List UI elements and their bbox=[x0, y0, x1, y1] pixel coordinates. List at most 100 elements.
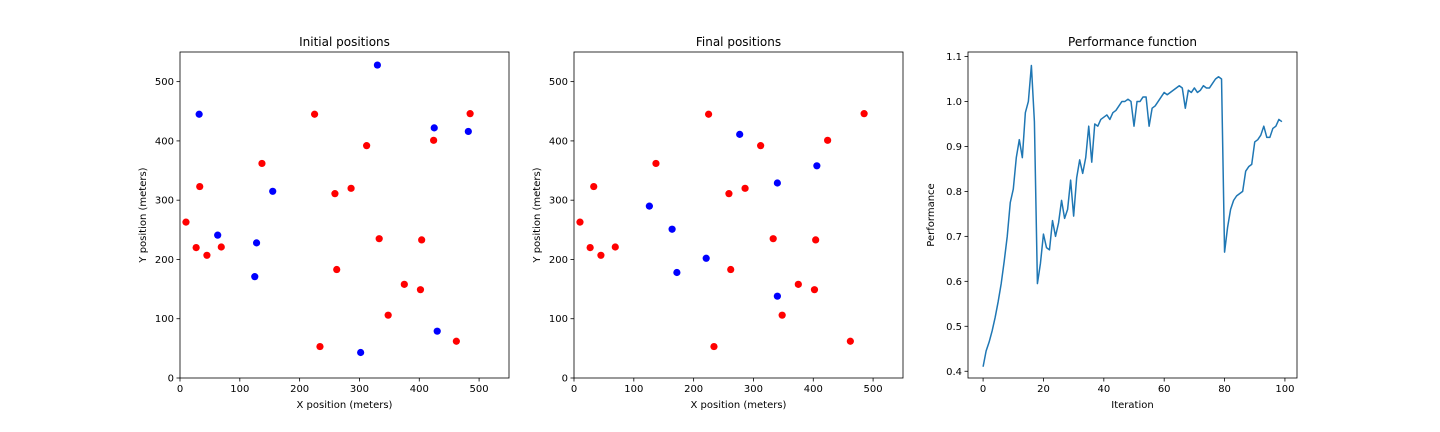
plot-marks bbox=[982, 64, 1283, 367]
red-point bbox=[375, 235, 383, 243]
red-point bbox=[725, 190, 733, 198]
blue-point bbox=[433, 327, 441, 335]
blue-point bbox=[269, 187, 277, 195]
y-tick-label: 0.8 bbox=[946, 187, 962, 198]
red-point bbox=[196, 182, 204, 191]
x-tick-label: 20 bbox=[1037, 384, 1050, 395]
plot-marks bbox=[182, 61, 474, 357]
x-tick-label: 500 bbox=[470, 384, 489, 395]
plot-title: Performance function bbox=[1068, 35, 1197, 49]
performance-line bbox=[982, 64, 1283, 367]
plot-title: Initial positions bbox=[299, 35, 390, 49]
y-axis-label: Y position (meters) bbox=[532, 167, 543, 263]
red-point bbox=[576, 218, 584, 226]
axes-frame bbox=[573, 51, 904, 379]
blue-point bbox=[645, 202, 653, 210]
red-point bbox=[258, 159, 266, 168]
red-point bbox=[769, 235, 777, 243]
y-tick-label: 0 bbox=[562, 374, 568, 385]
x-tick-label: 40 bbox=[1097, 384, 1110, 395]
y-tick-label: 100 bbox=[549, 314, 568, 325]
y-tick-label: 0 bbox=[168, 374, 174, 385]
red-point bbox=[217, 243, 225, 251]
x-tick-label: 400 bbox=[410, 384, 429, 395]
blue-point bbox=[252, 239, 261, 247]
x-tick-label: 80 bbox=[1218, 384, 1231, 395]
red-point bbox=[597, 251, 605, 259]
x-tick-label: 200 bbox=[684, 384, 703, 395]
red-point bbox=[810, 286, 819, 294]
red-point bbox=[590, 182, 598, 191]
red-point bbox=[846, 337, 854, 345]
blue-point bbox=[195, 110, 203, 118]
y-tick-label: 100 bbox=[155, 314, 174, 325]
performance-function-plot: Performance function Iteration Performan… bbox=[926, 35, 1298, 411]
y-tick-label: 400 bbox=[549, 136, 568, 147]
x-tick-label: 100 bbox=[230, 384, 249, 395]
red-point bbox=[611, 243, 619, 251]
y-tick-label: 1.0 bbox=[946, 97, 962, 108]
y-axis-label: Y position (meters) bbox=[138, 167, 149, 263]
red-point bbox=[710, 342, 718, 351]
axes-frame bbox=[179, 51, 510, 379]
x-tick-label: 100 bbox=[1275, 384, 1294, 395]
red-point bbox=[430, 136, 438, 144]
y-tick-label: 1.1 bbox=[946, 52, 962, 63]
x-tick-label: 300 bbox=[350, 384, 369, 395]
y-tick-label: 500 bbox=[549, 77, 568, 88]
red-point bbox=[860, 110, 868, 118]
blue-point bbox=[813, 162, 821, 170]
plot-marks bbox=[576, 110, 868, 351]
x-tick-label: 100 bbox=[624, 384, 643, 395]
red-point bbox=[466, 110, 474, 118]
red-point bbox=[812, 236, 820, 244]
x-tick-label: 300 bbox=[744, 384, 763, 395]
red-point bbox=[182, 218, 190, 226]
red-point bbox=[452, 337, 460, 345]
red-point bbox=[331, 190, 339, 198]
final-positions-plot: Final positions X position (meters) Y po… bbox=[532, 35, 904, 411]
red-point bbox=[347, 184, 355, 192]
red-point bbox=[384, 311, 392, 319]
x-tick-label: 500 bbox=[864, 384, 883, 395]
red-point bbox=[316, 342, 324, 351]
plot-title: Final positions bbox=[696, 35, 781, 49]
x-tick-label: 60 bbox=[1158, 384, 1171, 395]
blue-point bbox=[773, 292, 781, 300]
x-axis-label: X position (meters) bbox=[691, 400, 787, 411]
y-tick-label: 0.7 bbox=[946, 232, 962, 243]
x-tick-label: 200 bbox=[290, 384, 309, 395]
red-point bbox=[794, 280, 802, 288]
x-tick-label: 400 bbox=[804, 384, 823, 395]
blue-point bbox=[673, 268, 681, 277]
red-point bbox=[203, 251, 211, 259]
blue-point bbox=[736, 130, 744, 138]
blue-point bbox=[430, 124, 438, 132]
red-point bbox=[333, 265, 341, 274]
x-tick-label: 0 bbox=[980, 384, 986, 395]
red-point bbox=[400, 280, 408, 288]
red-point bbox=[824, 136, 832, 144]
red-point bbox=[652, 159, 660, 168]
red-point bbox=[192, 244, 200, 252]
y-tick-label: 200 bbox=[549, 255, 568, 266]
axes-frame bbox=[967, 51, 1298, 379]
red-point bbox=[310, 110, 319, 118]
y-tick-label: 200 bbox=[155, 255, 174, 266]
blue-point bbox=[702, 254, 710, 262]
blue-point bbox=[668, 225, 676, 233]
y-tick-label: 300 bbox=[549, 196, 568, 207]
initial-positions-plot: Initial positions X position (meters) Y … bbox=[138, 35, 510, 411]
red-point bbox=[418, 236, 426, 244]
red-point bbox=[727, 265, 735, 274]
x-axis-label: X position (meters) bbox=[297, 400, 393, 411]
y-tick-label: 400 bbox=[155, 136, 174, 147]
y-tick-label: 500 bbox=[155, 77, 174, 88]
red-point bbox=[416, 286, 425, 294]
x-tick-label: 0 bbox=[177, 384, 183, 395]
red-point bbox=[363, 142, 371, 150]
red-point bbox=[704, 110, 713, 118]
red-point bbox=[757, 142, 765, 150]
blue-point bbox=[464, 127, 472, 136]
